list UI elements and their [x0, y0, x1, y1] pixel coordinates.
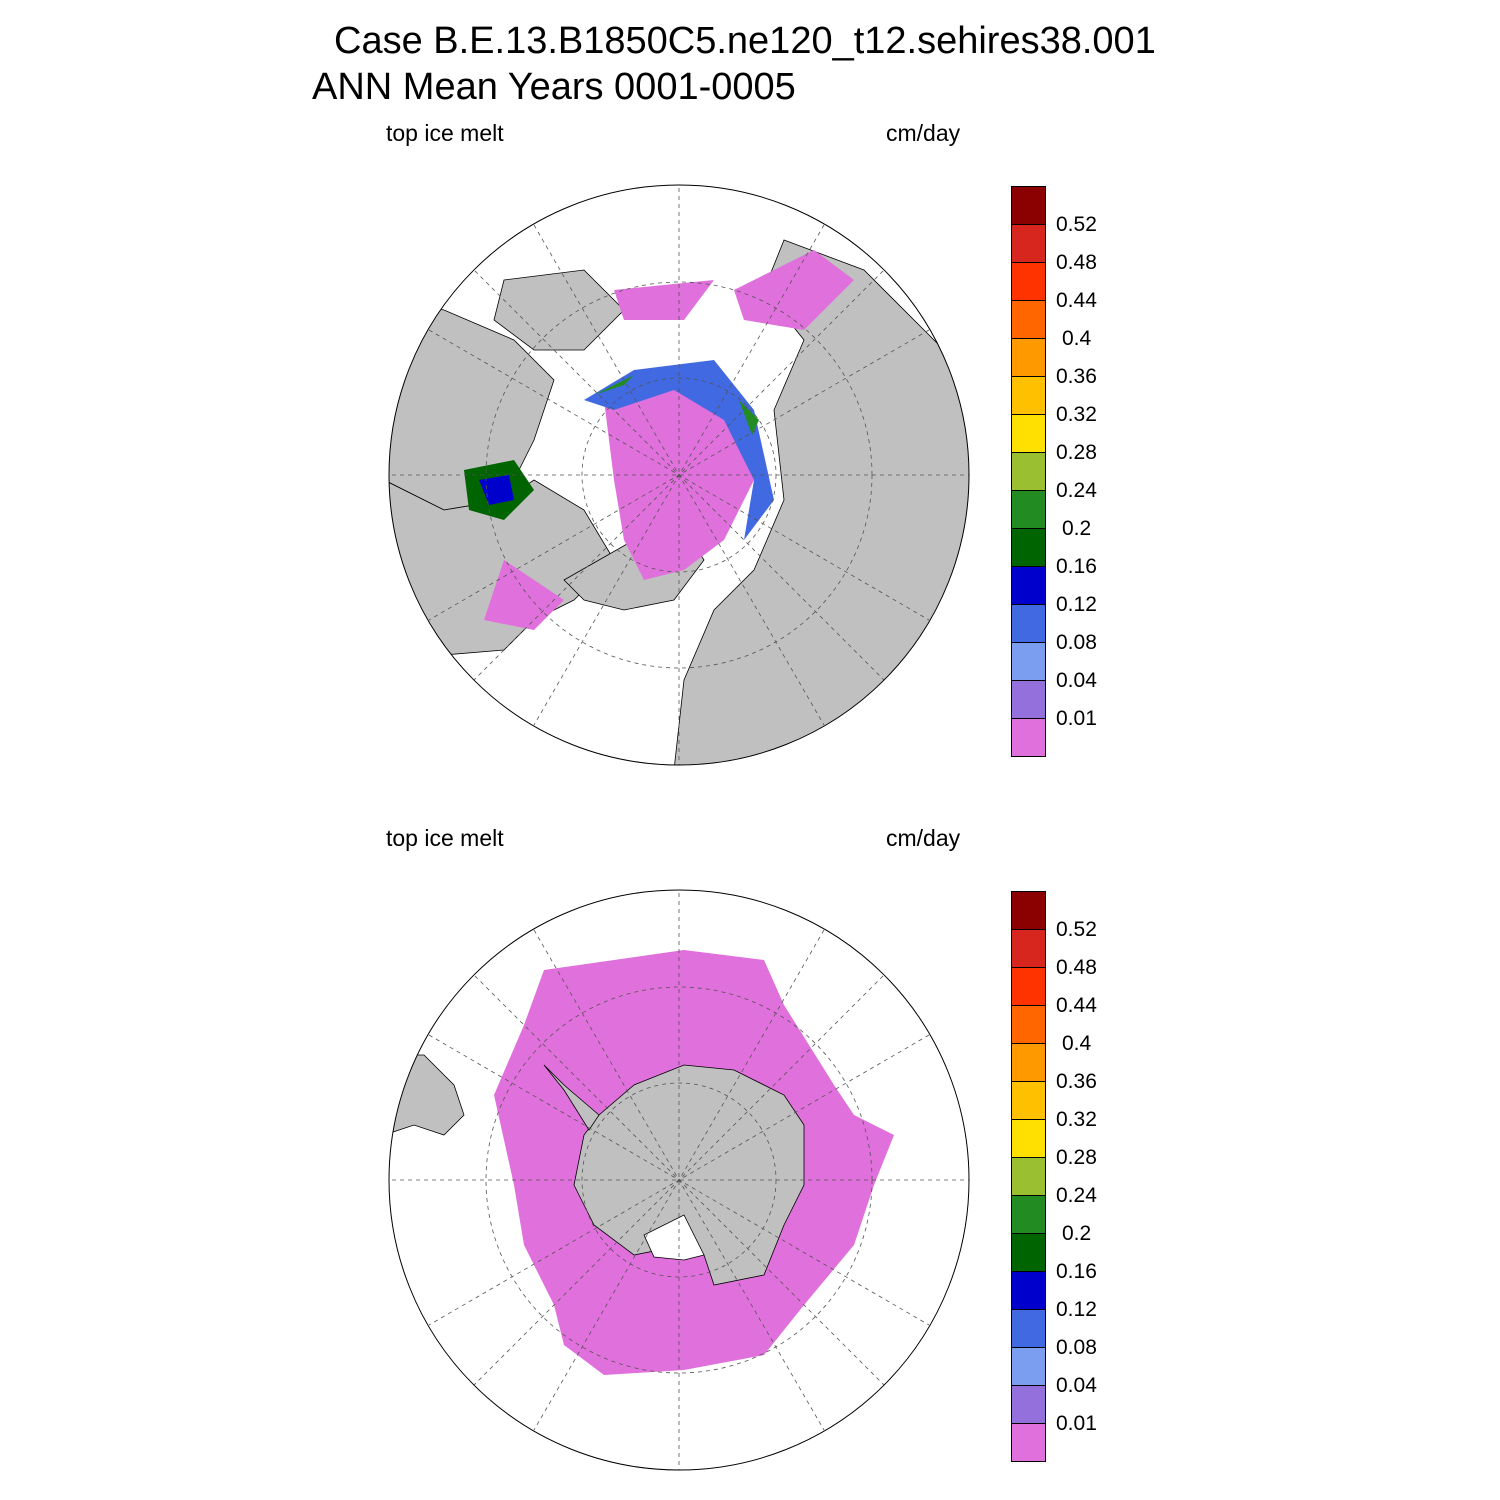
colorbar-tick-label: 0.48 — [1056, 956, 1097, 979]
colorbar-swatch — [1011, 891, 1046, 929]
colorbar-tick-label: 0.36 — [1056, 1070, 1097, 1093]
colorbar-swatch — [1011, 262, 1046, 300]
colorbar-swatch — [1011, 1081, 1046, 1119]
colorbar-tick-label: 0.01 — [1056, 1412, 1097, 1435]
sea-ice-ring — [584, 360, 774, 540]
colorbar-tick-label: 0.12 — [1056, 593, 1097, 616]
colorbar-swatch — [1011, 1233, 1046, 1271]
field-label-north: top ice melt — [386, 120, 504, 146]
land-eurasia-east — [673, 239, 969, 765]
colorbar-tick-label: 0.48 — [1056, 251, 1097, 274]
plot-title-case: Case B.E.13.B1850C5.ne120_t12.sehires38.… — [334, 20, 1156, 62]
colorbar-tick-label: 0.16 — [1056, 1260, 1097, 1283]
colorbar-swatch — [1011, 1423, 1046, 1462]
colorbar-tick-label: 0.28 — [1056, 1146, 1097, 1169]
sea-ice-hudson-core — [479, 475, 514, 505]
colorbar-tick-label: 0.08 — [1056, 631, 1097, 654]
colorbar-swatch — [1011, 1119, 1046, 1157]
colorbar-tick-label: 0.32 — [1056, 1108, 1097, 1131]
colorbar-south — [1011, 891, 1046, 1462]
field-label-south: top ice melt — [386, 825, 504, 851]
colorbar-tick-label: 0.4 — [1062, 327, 1092, 350]
colorbar-tick-label: 0.2 — [1062, 517, 1092, 540]
colorbar-swatch — [1011, 1347, 1046, 1385]
colorbar-tick-label: 0.4 — [1062, 1032, 1092, 1055]
colorbar-tick-label: 0.32 — [1056, 403, 1097, 426]
colorbar-tick-label: 0.36 — [1056, 365, 1097, 388]
colorbar-swatch — [1011, 452, 1046, 490]
colorbar-swatch — [1011, 929, 1046, 967]
colorbar-swatch — [1011, 528, 1046, 566]
south-hemisphere-panel: top ice melt cm/day — [0, 705, 1500, 1471]
colorbar-swatch — [1011, 1271, 1046, 1309]
colorbar-swatch — [1011, 1157, 1046, 1195]
colorbar-north — [1011, 186, 1046, 757]
colorbar-tick-label: 0.2 — [1062, 1222, 1092, 1245]
colorbar-tick-label: 0.24 — [1056, 479, 1097, 502]
ross-ice-shelf — [643, 1214, 705, 1261]
north-polar-map — [388, 184, 970, 766]
sea-ice-okhotsk — [734, 250, 854, 330]
colorbar-swatch — [1011, 490, 1046, 528]
colorbar-swatch — [1011, 338, 1046, 376]
land-alaska — [493, 269, 625, 351]
colorbar-swatch — [1011, 566, 1046, 604]
colorbar-tick-label: 0.04 — [1056, 1374, 1097, 1397]
sea-ice-labrador — [484, 560, 564, 630]
colorbar-tick-label: 0.12 — [1056, 1298, 1097, 1321]
units-label-south: cm/day — [886, 825, 961, 851]
colorbar-swatch — [1011, 967, 1046, 1005]
colorbar-swatch — [1011, 1005, 1046, 1043]
colorbar-tick-label: 0.52 — [1056, 918, 1097, 941]
colorbar-tick-label: 0.28 — [1056, 441, 1097, 464]
colorbar-swatch — [1011, 680, 1046, 718]
colorbar-swatch — [1011, 414, 1046, 452]
colorbar-tick-label: 0.44 — [1056, 994, 1097, 1017]
colorbar-tick-label: 0.44 — [1056, 289, 1097, 312]
north-hemisphere-panel: top ice melt cm/day — [0, 0, 1500, 766]
colorbar-swatch — [1011, 376, 1046, 414]
colorbar-tick-label: 0.24 — [1056, 1184, 1097, 1207]
sea-ice-bering — [614, 280, 714, 320]
colorbar-swatch — [1011, 224, 1046, 262]
colorbar-tick-label: 0.16 — [1056, 555, 1097, 578]
units-label-north: cm/day — [886, 120, 961, 146]
colorbar-swatch — [1011, 1309, 1046, 1347]
colorbar-tick-label: 0.08 — [1056, 1336, 1097, 1359]
colorbar-swatch — [1011, 1385, 1046, 1423]
colorbar-tick-label: 0.01 — [1056, 707, 1097, 730]
plot-title-period: ANN Mean Years 0001-0005 — [312, 66, 796, 108]
south-polar-map — [388, 889, 970, 1471]
colorbar-tick-label: 0.52 — [1056, 213, 1097, 236]
colorbar-swatch — [1011, 1195, 1046, 1233]
colorbar-tick-label: 0.04 — [1056, 669, 1097, 692]
colorbar-swatch — [1011, 642, 1046, 680]
colorbar-swatch — [1011, 186, 1046, 224]
land-antarctic-peninsula — [543, 1064, 600, 1131]
colorbar-swatch — [1011, 718, 1046, 757]
colorbar-swatch — [1011, 1043, 1046, 1081]
colorbar-swatch — [1011, 300, 1046, 338]
colorbar-swatch — [1011, 604, 1046, 642]
